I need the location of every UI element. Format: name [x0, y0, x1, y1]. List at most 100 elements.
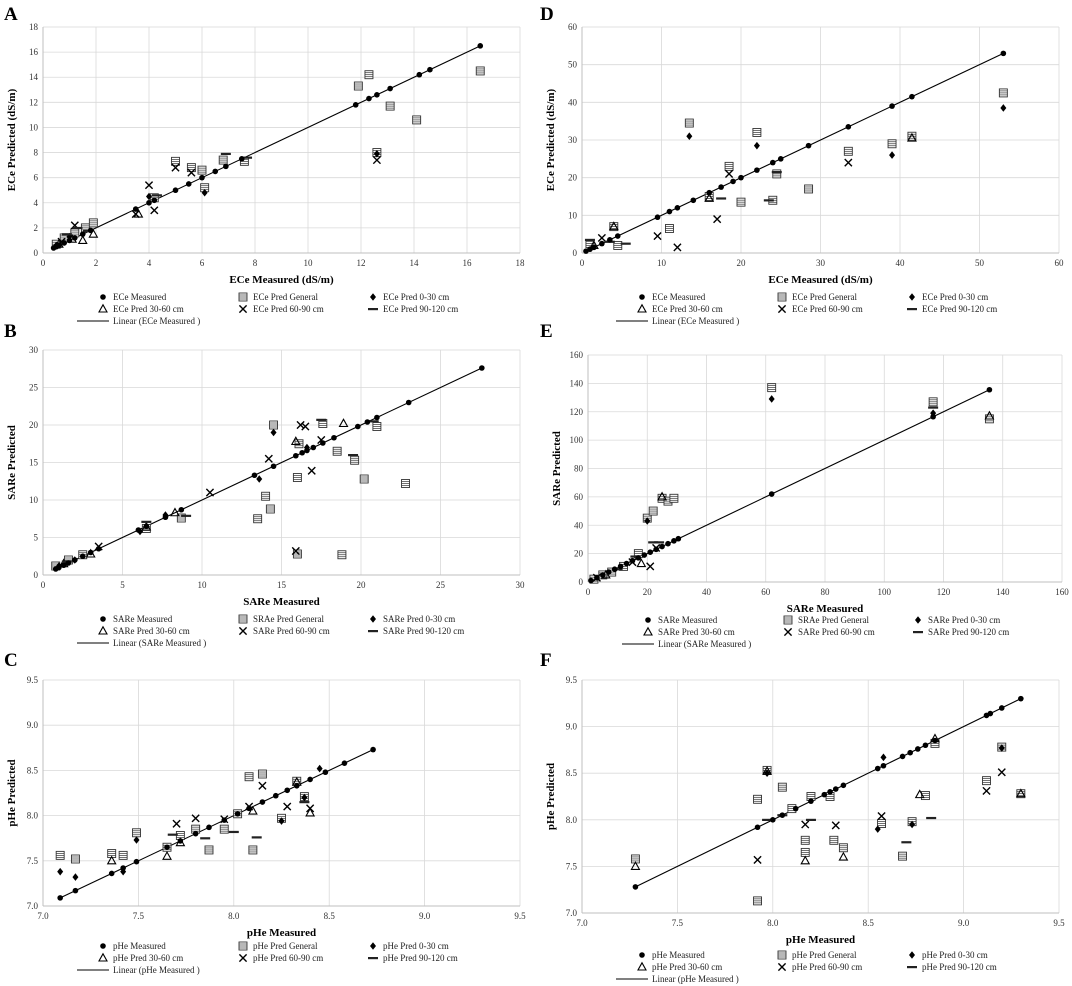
- data-point: [292, 549, 302, 559]
- data-point: [909, 93, 915, 100]
- data-point: [120, 865, 126, 871]
- series-ece-pred-0-30-cm: [686, 104, 1007, 159]
- data-point: [221, 817, 228, 823]
- series-phe-pred-0-30-cm: [57, 764, 323, 881]
- legend-label: Linear (SARe Measured ): [113, 638, 206, 648]
- data-point: [736, 197, 746, 207]
- series-ece-pred-general: [585, 88, 1008, 250]
- data-point: [144, 181, 154, 190]
- data-point: [61, 233, 72, 236]
- data-point: [87, 227, 94, 234]
- legend-label: SRAe Pred General: [253, 614, 324, 624]
- data-point: [56, 564, 62, 571]
- legend: ECe Measured ECe Pred General ECe Pred 0-3…: [77, 292, 458, 326]
- series-phe-pred-general: [55, 769, 309, 864]
- x-tick-label: 0: [586, 587, 591, 597]
- data-point: [669, 493, 679, 503]
- data-point: [307, 466, 316, 475]
- legend-marker: [100, 943, 106, 949]
- data-point: [261, 491, 271, 501]
- legend-marker: [238, 614, 248, 624]
- legend-label: pHe Pred 30-60 cm: [652, 962, 722, 972]
- data-point: [982, 776, 991, 786]
- data-point: [926, 816, 937, 820]
- data-point: [337, 550, 347, 560]
- x-axis-title: pHe Measured: [247, 927, 316, 939]
- data-point: [738, 174, 744, 181]
- data-point: [270, 463, 277, 470]
- data-point: [982, 786, 991, 796]
- data-point: [777, 782, 787, 792]
- y-tick-label: 8.0: [566, 815, 578, 825]
- data-point: [427, 66, 433, 73]
- data-point: [320, 440, 326, 446]
- data-point: [928, 397, 938, 407]
- legend-marker: [637, 303, 647, 313]
- data-point: [135, 527, 142, 533]
- data-point: [387, 85, 393, 92]
- data-point: [291, 546, 300, 556]
- data-point: [657, 491, 667, 501]
- y-tick-label: 5: [34, 533, 39, 543]
- data-point: [629, 557, 636, 564]
- legend-label: ECe Pred 60-90 cm: [792, 304, 863, 314]
- legend-label: pHe Pred 60-90 cm: [253, 953, 323, 963]
- x-tick-label: 140: [996, 587, 1010, 597]
- legend-marker: [913, 631, 923, 634]
- chart-panel-e: E 0 20 40 60 80 100 120 140 160 0 20 40 60 80 100 120 140…: [540, 321, 1069, 649]
- data-point: [220, 152, 231, 156]
- data-point: [171, 156, 180, 166]
- y-tick-label: 30: [29, 345, 39, 355]
- data-point: [762, 818, 773, 821]
- data-point: [984, 410, 995, 420]
- series-srae-pred-general: [51, 419, 410, 571]
- legend-marker: [639, 294, 645, 300]
- y-tick-label: 160: [570, 350, 584, 360]
- data-point: [310, 444, 317, 451]
- data-point: [653, 231, 662, 241]
- data-point: [246, 805, 252, 812]
- legend-label: SARe Pred 0-30 cm: [928, 615, 1000, 625]
- x-tick-label: 8: [253, 258, 258, 268]
- data-point: [874, 765, 881, 772]
- data-point: [212, 168, 219, 175]
- data-point: [716, 197, 727, 200]
- data-point: [143, 523, 150, 530]
- data-point: [909, 820, 916, 829]
- data-point: [654, 541, 665, 544]
- data-point: [801, 820, 810, 829]
- data-point: [777, 156, 784, 162]
- series-phe-measured: [632, 695, 1024, 890]
- legend-label: Linear (pHe Measured ): [113, 965, 200, 975]
- legend-label: ECe Pred General: [253, 292, 318, 302]
- legend-marker: [777, 304, 787, 314]
- data-point: [767, 383, 777, 393]
- y-tick-label: 18: [29, 22, 39, 32]
- legend-marker: [915, 616, 921, 624]
- data-point: [843, 146, 853, 156]
- data-point: [901, 841, 912, 844]
- x-tick-label: 120: [937, 587, 951, 597]
- data-point: [666, 208, 673, 215]
- series-sare-measured: [52, 365, 485, 572]
- data-point: [770, 817, 776, 823]
- legend-label: SARe Pred 30-60 cm: [658, 627, 735, 637]
- series-phe-pred-90-120-cm: [167, 801, 310, 840]
- data-point: [808, 798, 814, 804]
- data-point: [338, 418, 349, 428]
- x-tick-label: 25: [436, 580, 446, 590]
- legend: pHe Measured pHe Pred General pHe Pred 0-3…: [77, 941, 458, 975]
- legend-label: SARe Pred 90-120 cm: [928, 627, 1009, 637]
- y-tick-label: 8.5: [566, 768, 578, 778]
- data-point: [72, 235, 78, 241]
- data-point: [164, 844, 170, 851]
- chart-panel-f: F 7.0 7.5 8.0 8.5 9.0 9.5 7.0 7.5 8.0 8.5 9.0 9.5 pHe…: [540, 650, 1065, 984]
- legend-marker: [368, 957, 378, 960]
- data-point: [55, 850, 65, 860]
- data-point: [199, 174, 205, 181]
- y-tick-label: 9.0: [566, 722, 578, 732]
- data-point: [171, 163, 180, 172]
- y-tick-label: 10: [29, 122, 39, 132]
- series-sare-measured: [588, 386, 993, 584]
- data-point: [845, 124, 852, 130]
